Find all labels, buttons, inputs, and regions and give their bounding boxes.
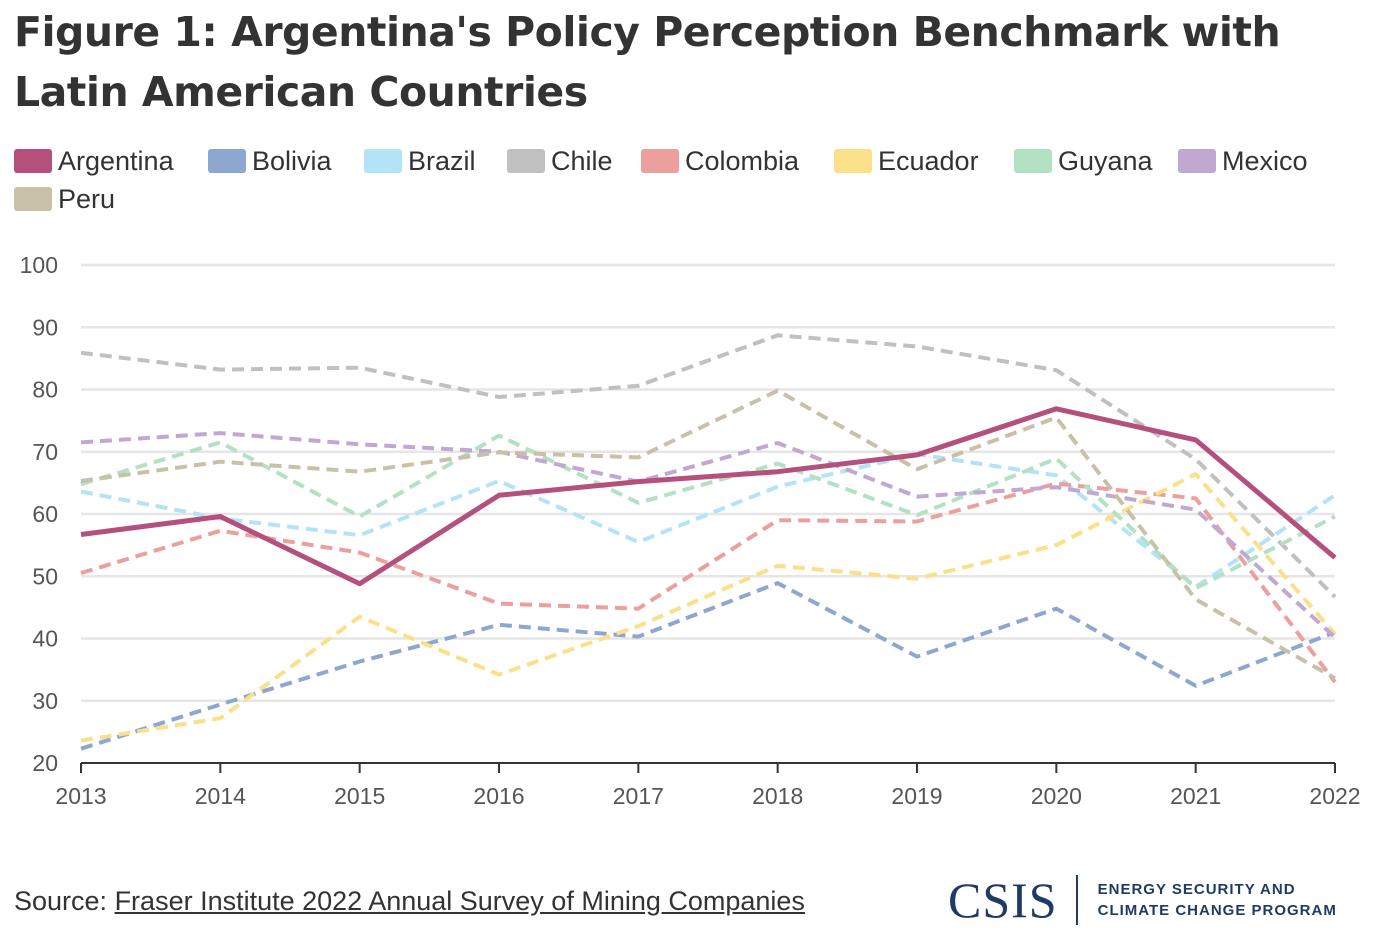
legend-swatch xyxy=(834,149,872,173)
x-tick-label: 2013 xyxy=(55,783,106,809)
logo-mark: CSIS xyxy=(948,872,1058,928)
x-tick-label: 2015 xyxy=(334,783,385,809)
y-tick-label: 50 xyxy=(32,563,58,589)
y-tick-label: 20 xyxy=(32,750,58,776)
legend-item-chile: Chile xyxy=(507,142,613,180)
series-line-ecuador xyxy=(80,472,1337,743)
legend-label: Brazil xyxy=(408,145,476,176)
legend-swatch xyxy=(14,187,52,211)
legend-item-guyana: Guyana xyxy=(1014,142,1153,180)
chart-title: Figure 1: Argentina's Policy Perception … xyxy=(14,8,1281,116)
line-chart: 20 30 40 50 60 70 80 90 100 2013 2014 2015 2016 2017 2… xyxy=(0,230,1376,830)
logo-program-name: ENERGY SECURITY AND CLIMATE CHANGE PROGR… xyxy=(1098,879,1337,921)
series-line-argentina xyxy=(80,406,1337,587)
legend-label: Guyana xyxy=(1058,145,1153,176)
legend-label: Colombia xyxy=(685,145,800,176)
chart-plot-area: 20 30 40 50 60 70 80 90 100 2013 2014 2015 2016 2017 2… xyxy=(20,252,1361,809)
legend-item-brazil: Brazil xyxy=(364,142,476,180)
series-line-chile xyxy=(80,333,1337,599)
source-link[interactable]: Fraser Institute 2022 Annual Survey of M… xyxy=(114,886,805,916)
x-tick-label: 2014 xyxy=(195,783,246,809)
legend-swatch xyxy=(1178,149,1216,173)
series-line-mexico xyxy=(80,431,1337,639)
x-tick-label: 2019 xyxy=(891,783,942,809)
legend-item-colombia: Colombia xyxy=(641,142,799,180)
y-tick-label: 70 xyxy=(32,439,58,465)
legend-item-peru: Peru xyxy=(14,180,115,218)
series-line-bolivia xyxy=(80,581,1336,751)
logo-program-line-2: CLIMATE CHANGE PROGRAM xyxy=(1097,902,1337,919)
logo-divider xyxy=(1075,875,1078,925)
y-tick-label: 30 xyxy=(32,688,58,714)
legend-swatch xyxy=(208,149,246,173)
legend-swatch xyxy=(641,149,679,173)
y-tick-label: 40 xyxy=(32,626,58,652)
x-tick-label: 2021 xyxy=(1170,783,1221,809)
legend-label: Bolivia xyxy=(252,145,332,176)
legend-label: Argentina xyxy=(58,145,174,176)
csis-logo: CSIS ENERGY SECURITY AND CLIMATE CHANGE … xyxy=(948,870,1337,930)
legend-label: Ecuador xyxy=(878,145,979,176)
legend-item-argentina: Argentina xyxy=(14,142,174,180)
x-tick-label: 2016 xyxy=(473,783,524,809)
y-tick-label: 60 xyxy=(32,501,58,527)
series-line-guyana xyxy=(80,433,1336,591)
x-tick-label: 2018 xyxy=(752,783,803,809)
legend-label: Peru xyxy=(58,183,116,214)
series-line-peru xyxy=(80,388,1336,681)
x-tick-label: 2020 xyxy=(1031,783,1082,809)
series-line-brazil xyxy=(80,452,1337,589)
legend-label: Chile xyxy=(551,145,613,176)
logo-program-line-1: ENERGY SECURITY AND xyxy=(1097,881,1296,898)
legend-swatch xyxy=(14,149,52,173)
legend-item-bolivia: Bolivia xyxy=(208,142,332,180)
source-note: Source: Fraser Institute 2022 Annual Sur… xyxy=(14,886,805,917)
y-tick-label: 100 xyxy=(20,252,58,278)
legend-label: Mexico xyxy=(1222,145,1308,176)
legend-swatch xyxy=(1014,149,1052,173)
legend-swatch xyxy=(507,149,545,173)
series-line-colombia xyxy=(80,481,1337,684)
y-tick-label: 90 xyxy=(32,314,58,340)
source-label: Source: xyxy=(14,886,115,916)
legend-item-mexico: Mexico xyxy=(1178,142,1308,180)
legend-item-ecuador: Ecuador xyxy=(834,142,979,180)
legend-swatch xyxy=(364,149,402,173)
x-tick-label: 2022 xyxy=(1309,783,1360,809)
y-tick-label: 80 xyxy=(32,377,58,403)
x-tick-label: 2017 xyxy=(613,783,664,809)
